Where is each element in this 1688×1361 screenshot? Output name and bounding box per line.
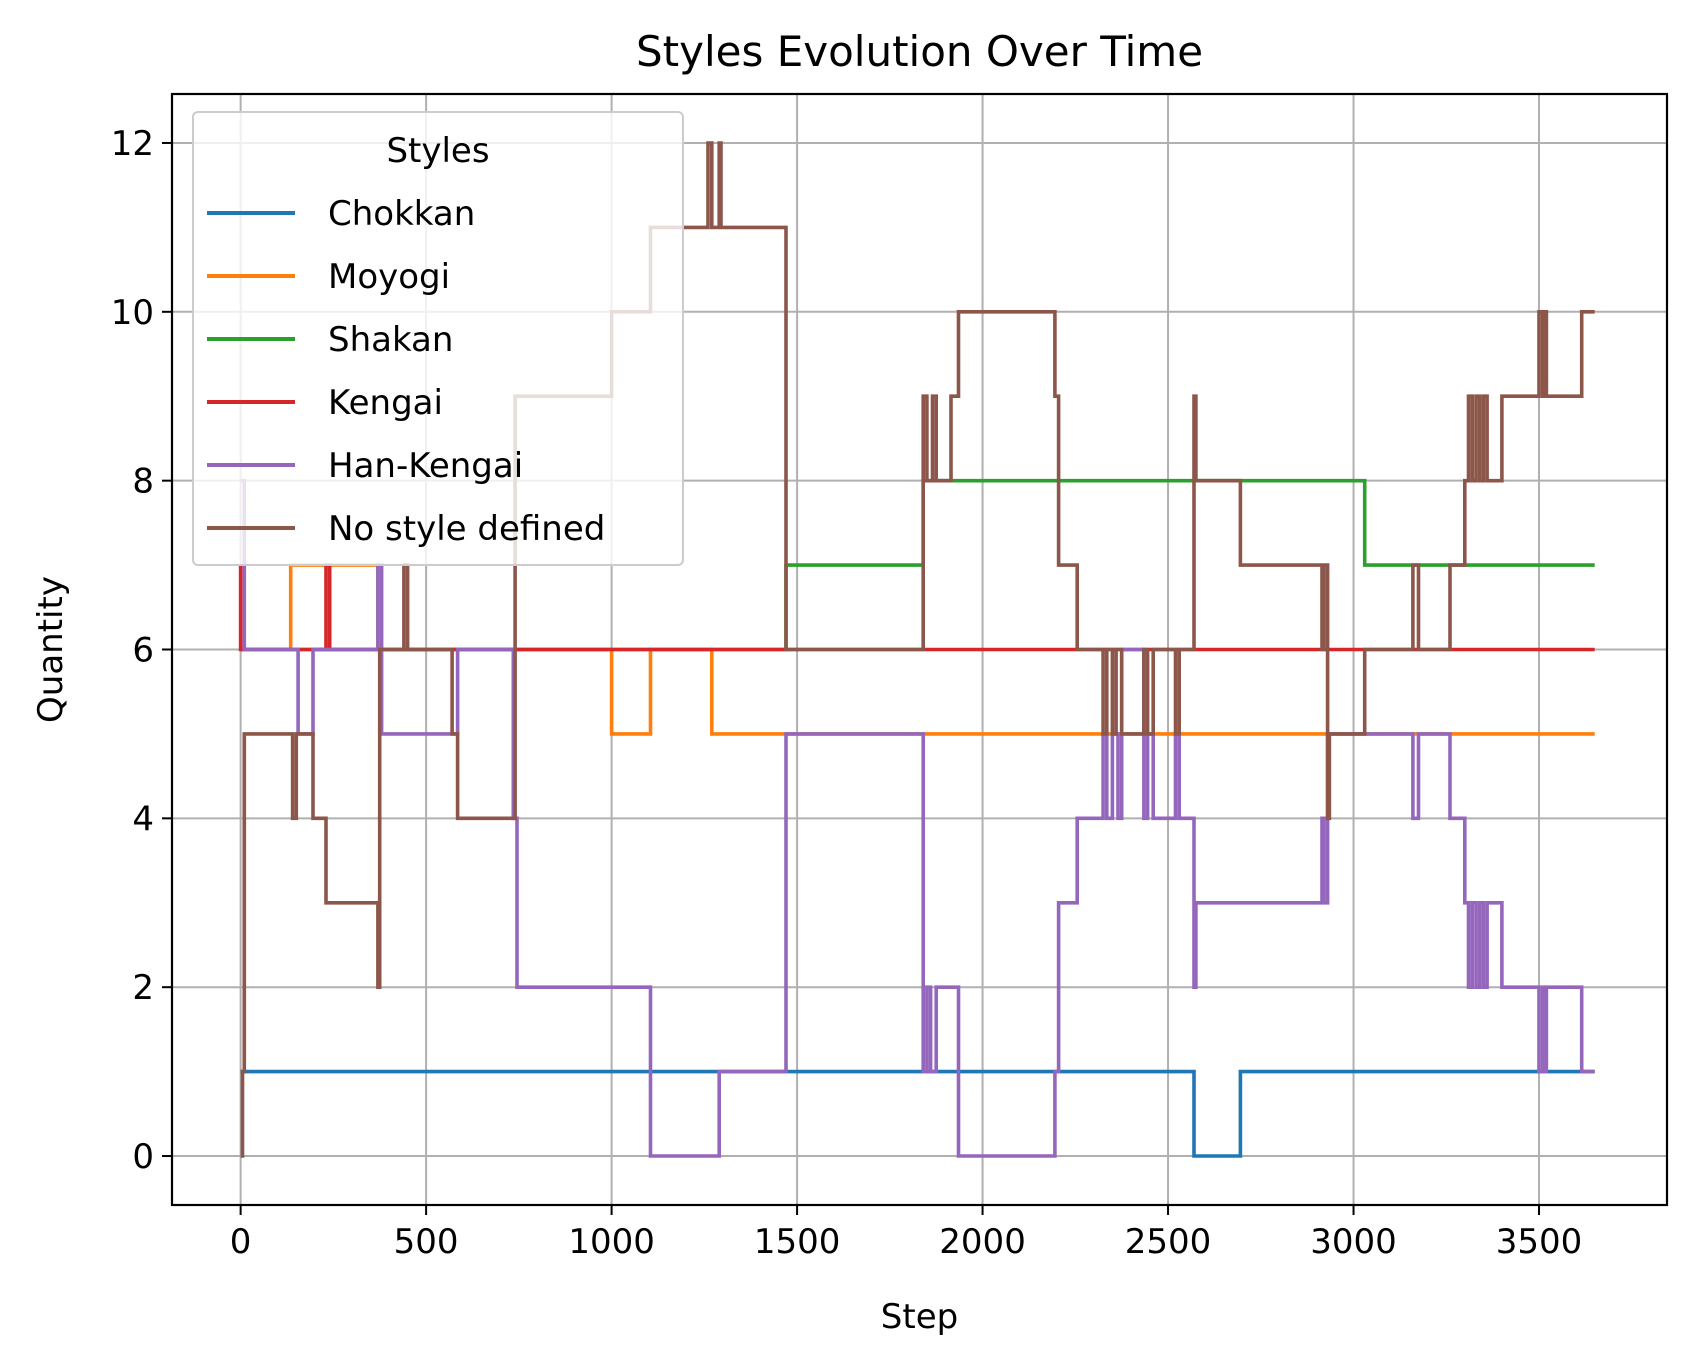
x-tick-label: 0 [230, 1222, 252, 1262]
legend-entries: Chokkan Moyogi Shakan Kengai Han-Kengai No st… [207, 194, 605, 549]
y-tick-label: 6 [132, 631, 154, 671]
series-line-1 [240, 563, 1595, 736]
x-tick-label: 2500 [1125, 1222, 1212, 1262]
y-axis-label: Quantity [31, 576, 71, 723]
y-tick-label: 0 [132, 1137, 154, 1177]
legend-label: Shakan [328, 320, 453, 360]
axis-ticks: 0 500 1000 1500 2000 2500 3000 3500 0 2 4 6 8 10 12 [111, 124, 1583, 1262]
x-tick-label: 1000 [568, 1222, 655, 1262]
y-tick-label: 2 [132, 968, 154, 1008]
y-tick-label: 12 [111, 124, 154, 164]
y-tick-label: 4 [132, 799, 154, 839]
legend-box [192, 111, 684, 566]
legend-title: Styles [386, 131, 489, 171]
x-tick-label: 2000 [939, 1222, 1026, 1262]
chart-title: Styles Evolution Over Time [636, 27, 1203, 76]
x-tick-label: 3000 [1310, 1222, 1397, 1262]
legend-label: Kengai [328, 383, 443, 423]
series-line-4 [240, 478, 1595, 1158]
x-tick-label: 3500 [1496, 1222, 1583, 1262]
legend-label: Moyogi [328, 257, 450, 297]
legend: Styles Chokkan Moyogi Shakan Kengai Han-Keng… [192, 111, 684, 566]
y-tick-label: 8 [132, 462, 154, 502]
legend-label: No style defined [328, 509, 605, 549]
legend-label: Chokkan [328, 194, 475, 234]
x-axis-label: Step [881, 1297, 958, 1337]
x-tick-label: 500 [394, 1222, 459, 1262]
series-line-5 [240, 141, 1595, 1158]
series-line-0 [240, 1069, 1595, 1158]
x-tick-label: 1500 [754, 1222, 841, 1262]
legend-label: Han-Kengai [328, 446, 523, 486]
y-tick-label: 10 [111, 293, 154, 333]
